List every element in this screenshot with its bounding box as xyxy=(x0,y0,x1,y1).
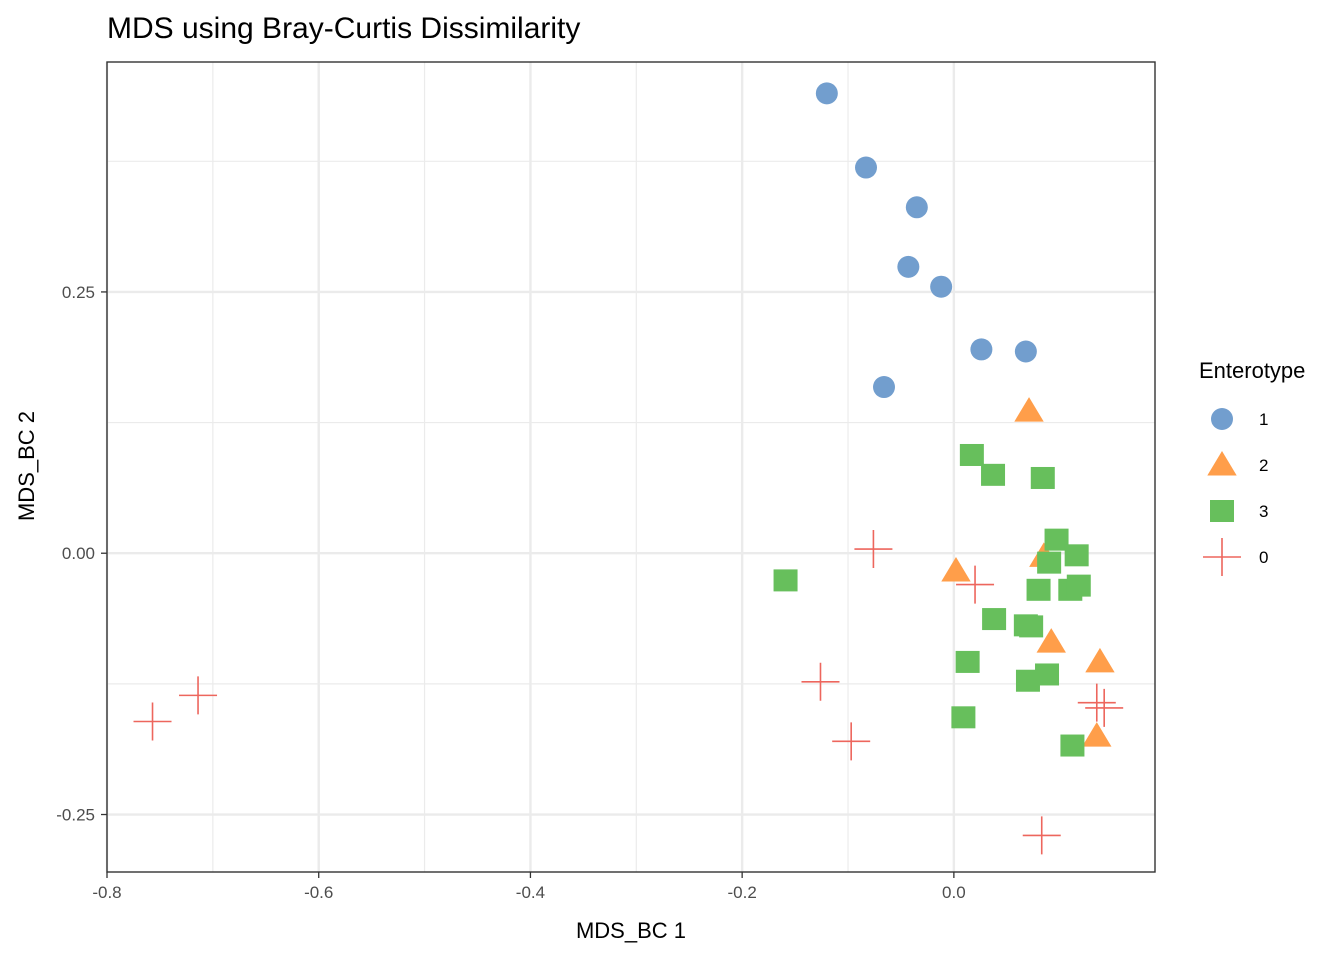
data-point-circle xyxy=(855,156,878,179)
data-point-square xyxy=(1026,578,1051,601)
data-point-square xyxy=(1066,574,1091,597)
data-point-triangle xyxy=(1082,722,1112,747)
x-tick-label: -0.8 xyxy=(92,883,121,902)
data-point-circle xyxy=(970,338,993,361)
data-point-triangle xyxy=(1036,628,1066,653)
data-point-plus xyxy=(854,530,893,569)
plot-panel xyxy=(106,61,1156,873)
data-point-plus xyxy=(1085,688,1124,727)
data-point-plus xyxy=(832,722,871,761)
data-point-square xyxy=(1064,544,1089,567)
y-tick-label: 0.25 xyxy=(62,283,95,302)
data-points xyxy=(133,82,1124,855)
data-point-square xyxy=(1019,615,1044,638)
legend-item-1: 1 xyxy=(1211,408,1268,430)
legend: Enterotype 1 2 3 0 xyxy=(1199,358,1305,576)
x-tick-label: -0.4 xyxy=(516,883,545,902)
data-point-plus xyxy=(1077,683,1116,722)
series-0 xyxy=(133,530,1124,855)
data-point-triangle xyxy=(1014,397,1044,422)
data-point-circle xyxy=(873,376,896,399)
x-tick-label: -0.2 xyxy=(728,883,757,902)
legend-key-square xyxy=(1210,500,1234,522)
legend-key-plus xyxy=(1203,538,1241,576)
y-tick-label: -0.25 xyxy=(56,806,95,825)
series-3 xyxy=(773,443,1091,757)
legend-item-0: 0 xyxy=(1203,538,1268,576)
data-point-plus xyxy=(133,702,172,741)
data-point-square xyxy=(1030,466,1055,489)
series-2 xyxy=(941,397,1115,747)
data-point-square xyxy=(1037,551,1062,574)
data-point-square xyxy=(1044,528,1069,551)
data-point-square xyxy=(1015,669,1040,692)
legend-key-triangle xyxy=(1207,451,1237,476)
x-tick-label: -0.6 xyxy=(304,883,333,902)
data-point-triangle xyxy=(1085,647,1115,673)
legend-title: Enterotype xyxy=(1199,358,1305,383)
data-point-circle xyxy=(815,82,838,105)
data-point-square xyxy=(1035,663,1060,686)
legend-key-circle xyxy=(1211,408,1233,430)
y-tick-label: 0.00 xyxy=(62,544,95,563)
data-point-plus xyxy=(956,565,995,604)
legend-label: 1 xyxy=(1259,410,1268,429)
data-point-plus xyxy=(801,662,840,701)
axis-ticks: -0.8 -0.6 -0.4 -0.2 0.0 -0.25 0.00 0.25 xyxy=(56,283,965,902)
data-point-square xyxy=(1060,734,1085,757)
data-point-square xyxy=(982,608,1007,631)
data-point-square xyxy=(773,569,798,592)
data-point-circle xyxy=(1014,340,1037,363)
legend-item-2: 2 xyxy=(1207,451,1268,476)
grid xyxy=(105,62,1155,872)
series-1 xyxy=(815,82,1037,399)
legend-label: 2 xyxy=(1259,456,1268,475)
chart-title: MDS using Bray-Curtis Dissimilarity xyxy=(107,12,580,45)
data-point-circle xyxy=(897,255,920,278)
data-point-square xyxy=(959,443,984,466)
data-point-triangle xyxy=(941,556,971,582)
legend-item-3: 3 xyxy=(1210,500,1268,522)
data-point-square xyxy=(951,706,976,729)
x-tick-label: 0.0 xyxy=(942,883,966,902)
data-point-square xyxy=(981,463,1006,486)
data-point-plus xyxy=(1022,816,1061,855)
x-axis-label: MDS_BC 1 xyxy=(576,918,686,943)
data-point-square xyxy=(955,650,980,673)
legend-label: 3 xyxy=(1259,502,1268,521)
legend-label: 0 xyxy=(1259,548,1268,567)
data-point-plus xyxy=(179,676,218,715)
data-point-circle xyxy=(905,196,928,219)
y-axis-label: MDS_BC 2 xyxy=(14,411,39,521)
data-point-circle xyxy=(930,275,953,298)
